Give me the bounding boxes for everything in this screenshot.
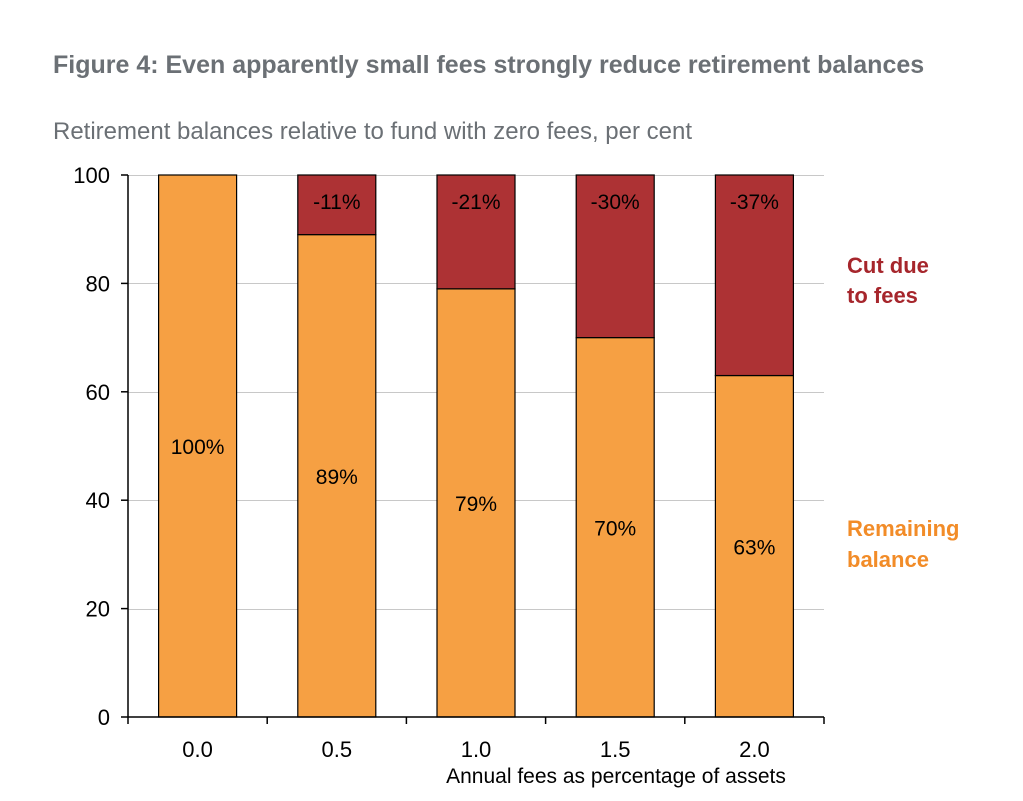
- bar-label-remaining-2.0: 63%: [733, 536, 775, 559]
- x-tick-label-2.0: 2.0: [739, 737, 770, 762]
- legend-remaining-balance: Remaining balance: [847, 516, 959, 572]
- bar-remaining-0.5: [297, 234, 377, 718]
- bar-label-cut-1.0: -21%: [451, 191, 500, 214]
- bar-cut-1.0: [436, 174, 516, 290]
- bar-cut-1.5: [575, 174, 655, 339]
- y-tick-label-100: 100: [73, 163, 110, 188]
- y-tick-label-0: 0: [98, 705, 110, 730]
- bar-remaining-2.0: [714, 374, 795, 718]
- bar-label-cut-0.5: -11%: [313, 191, 360, 214]
- bar-label-cut-1.5: -30%: [591, 191, 640, 214]
- bar-remaining-0.0: [158, 174, 238, 718]
- x-tick-label-1.5: 1.5: [600, 737, 631, 762]
- bars: [158, 174, 795, 718]
- bar-cut-2.0: [714, 174, 795, 377]
- x-tick-label-1.0: 1.0: [461, 737, 492, 762]
- bar-labels: 100% -11% 89% -21% 79% -30% 70% -37% 63%: [171, 191, 779, 559]
- bar-label-cut-2.0: -37%: [730, 191, 779, 214]
- legend-cut-due-to-fees: Cut due to fees: [847, 253, 929, 308]
- bar-label-remaining-1.5: 70%: [594, 517, 636, 540]
- figure-title: Figure 4: Even apparently small fees str…: [53, 51, 925, 79]
- legend-remaining-line-0: Remaining: [847, 516, 959, 541]
- y-tick-label-80: 80: [86, 271, 110, 296]
- bar-cut-0.5: [297, 174, 377, 236]
- y-tick-label-60: 60: [86, 380, 110, 405]
- x-axis-title: Annual fees as percentage of assets: [446, 765, 786, 788]
- legend-remaining-line-1: balance: [847, 547, 929, 572]
- legend-cut-line-0: Cut due: [847, 253, 929, 278]
- y-tick-label-40: 40: [86, 488, 110, 513]
- legend-cut-line-1: to fees: [847, 283, 918, 308]
- axes: 0.0 0.5 1.0 1.5 2.0 0 20 40 60 80 100: [73, 163, 825, 762]
- y-tick-label-20: 20: [86, 597, 110, 622]
- x-tick-label-0.5: 0.5: [322, 737, 353, 762]
- bar-label-remaining-1.0: 79%: [455, 493, 497, 516]
- figure-subtitle: Retirement balances relative to fund wit…: [53, 118, 692, 145]
- bar-remaining-1.0: [436, 288, 516, 718]
- bar-label-remaining-0.5: 89%: [316, 466, 358, 489]
- x-tick-label-0.0: 0.0: [182, 737, 213, 762]
- bar-label-remaining-0.0: 100%: [171, 436, 225, 459]
- legend: Cut due to fees Remaining balance: [847, 253, 959, 572]
